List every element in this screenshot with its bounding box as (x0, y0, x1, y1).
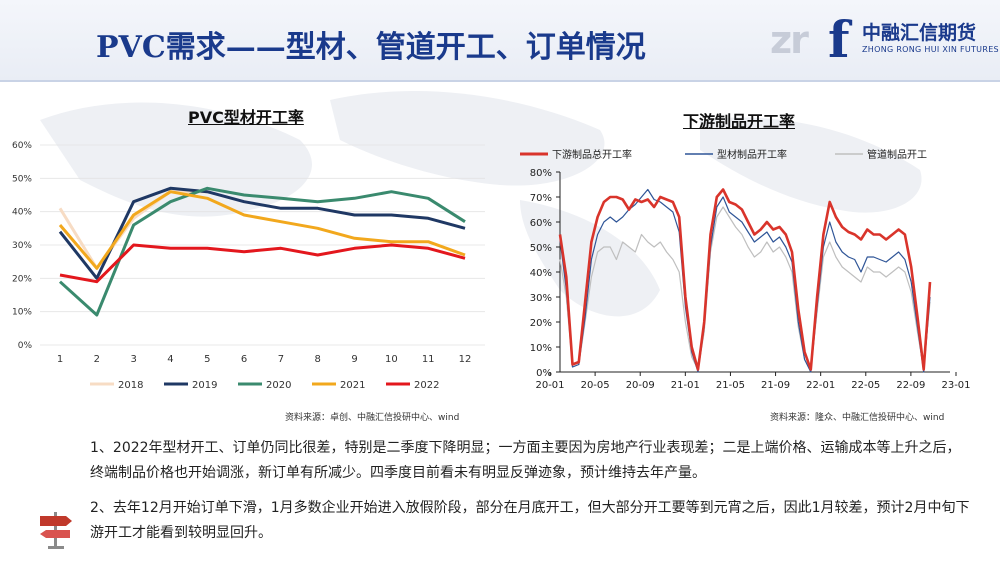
chart1-series-line-2018 (58, 190, 208, 270)
analysis-paragraph-1: 1、2022年型材开工、订单仍同比很差，特别是二季度下降明显；一方面主要因为房地… (90, 436, 970, 486)
chart2-y-tick-label: 20% (530, 318, 552, 329)
page-title: PVC需求——型材、管道开工、订单情况 (96, 30, 646, 65)
chart1-y-tick-label: 20% (12, 274, 32, 284)
chart2-legend-label: 下游制品总开工率 (552, 148, 632, 161)
chart2-y-tick-label: 40% (530, 268, 552, 279)
chart2-x-tick-label: 21-09 (761, 380, 790, 391)
chart1-legend-label: 2020 (266, 380, 291, 391)
chart2-series-line-2 (559, 206, 931, 371)
chart2-x-tick-label: 22-01 (806, 380, 835, 391)
chart2-x-tick-label: 23-01 (941, 380, 970, 391)
chart2-downstream-operating-rate: 0% 10% 20% 30% 40% 50% 60% 70% 80% 20-01 20-05 20-0… (520, 148, 971, 391)
analysis-paragraph-2: 2、去年12月开始订单下滑，1月多数企业开始进入放假阶段，部分在月底开工，但大部… (90, 496, 970, 546)
chart1-y-tick-label: 0% (18, 341, 33, 351)
chart2-y-tick-label: 80% (530, 168, 552, 179)
chart2-y-tick-label: 0% (536, 368, 552, 379)
logo-company-name: 中融汇信期货 (862, 22, 977, 44)
chart1-x-tick-label: 3 (130, 354, 136, 365)
paragraph-2-text: 2、去年12月开始订单下滑，1月多数企业开始进入放假阶段，部分在月底开工，但大部… (90, 500, 970, 541)
chart2-source: 资料来源：隆众、中融汇信投研中心、wind (770, 413, 945, 423)
company-logo: zr f 中融汇信期货 ZHONG RONG HUI XIN FUTURES (770, 10, 999, 69)
chart1-title: PVC型材开工率 (188, 108, 304, 127)
chart1-x-tick-label: 10 (385, 354, 398, 365)
signpost-icon (40, 512, 72, 549)
chart2-legend-label: 型材制品开工率 (717, 148, 787, 161)
chart1-x-tick-label: 2 (94, 354, 100, 365)
chart2-y-tick-label: 10% (530, 343, 552, 354)
title-bar (0, 0, 1000, 82)
chart1-series-line-2020 (58, 186, 466, 317)
chart1-x-tick-label: 1 (57, 354, 63, 365)
chart1-x-tick-label: 4 (167, 354, 173, 365)
logo-company-english: ZHONG RONG HUI XIN FUTURES (862, 45, 999, 54)
chart2-x-tick-label: 20-09 (626, 380, 655, 391)
chart1-y-tick-label: 60% (12, 141, 32, 151)
chart2-y-tick-label: 60% (530, 218, 552, 229)
chart1-legend-label: 2021 (340, 380, 365, 391)
chart1-y-tick-label: 50% (12, 174, 32, 184)
chart1-legend-label: 2019 (192, 380, 217, 391)
chart2-y-tick-label: 30% (530, 293, 552, 304)
chart1-series-line-2021 (58, 190, 466, 270)
chart2-x-tick-label: 22-05 (851, 380, 880, 391)
chart1-x-tick-label: 5 (204, 354, 210, 365)
chart1-series-line-2019 (58, 186, 466, 280)
chart1-x-tick-label: 6 (241, 354, 247, 365)
chart1-y-tick-label: 10% (12, 308, 32, 318)
chart1-series-line-2022 (59, 243, 466, 284)
chart1-x-tick-label: 12 (459, 354, 472, 365)
chart1-y-tick-label: 30% (12, 241, 32, 251)
logo-mark: zr (770, 18, 809, 62)
chart2-legend-label: 管道制品开工 (867, 148, 927, 161)
chart2-series-line-1 (559, 188, 931, 373)
chart2-x-tick-label: 20-01 (535, 380, 564, 391)
chart2-x-tick-label: 21-01 (671, 380, 700, 391)
chart1-x-tick-label: 9 (351, 354, 357, 365)
chart1-x-tick-label: 11 (422, 354, 435, 365)
chart2-x-tick-label: 20-05 (581, 380, 610, 391)
chart1-legend-label: 2022 (414, 380, 439, 391)
chart2-series-line-0 (558, 188, 932, 371)
chart2-y-tick-label: 50% (530, 243, 552, 254)
chart1-y-tick-label: 40% (12, 208, 32, 218)
logo-f: f (828, 10, 850, 69)
chart1-legend-label: 2018 (118, 380, 143, 391)
paragraph-1-text: 1、2022年型材开工、订单仍同比很差，特别是二季度下降明显；一方面主要因为房地… (90, 440, 961, 481)
chart1-x-tick-label: 8 (315, 354, 321, 365)
chart2-x-tick-label: 21-05 (716, 380, 745, 391)
chart2-y-tick-label: 70% (530, 193, 552, 204)
chart2-title: 下游制品开工率 (683, 112, 796, 131)
chart1-x-tick-label: 7 (278, 354, 284, 365)
chart2-x-tick-label: 22-09 (896, 380, 925, 391)
chart1-source: 资料来源：卓创、中融汇信投研中心、wind (285, 413, 460, 423)
